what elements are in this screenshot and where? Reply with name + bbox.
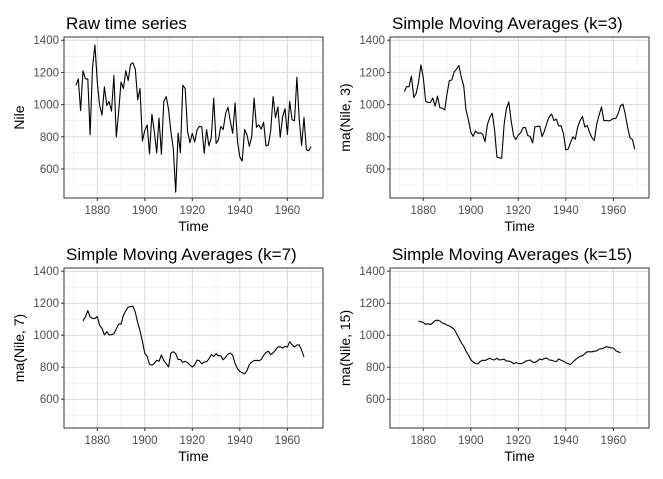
- x-tick-label: 1920: [180, 435, 206, 447]
- series-line-1: [75, 44, 312, 193]
- y-tick-label: 800: [366, 132, 385, 144]
- x-tick-label: 1880: [410, 435, 436, 447]
- x-tick-label: 1880: [410, 205, 436, 217]
- y-axis-title: ma(Nile, 7): [11, 314, 27, 382]
- y-tick-label: 600: [366, 394, 385, 406]
- chart-title: Simple Moving Averages (k=7): [66, 245, 297, 264]
- x-tick-label: 1960: [275, 205, 301, 217]
- chart-panel-4: 1880 1900 1920 1940 1960 600 800 1000 1200 1400 Si…: [337, 245, 650, 464]
- plot-background: [390, 268, 649, 428]
- y-tick-label: 1000: [33, 330, 59, 342]
- x-tick-label: 1900: [132, 205, 158, 217]
- plot-background: [64, 37, 323, 198]
- chart-title: Raw time series: [66, 14, 187, 33]
- y-axis-title: Nile: [11, 105, 27, 129]
- y-tick-label: 1400: [33, 266, 59, 278]
- y-tick-label: 600: [40, 394, 59, 406]
- y-tick-label: 800: [40, 362, 59, 374]
- y-tick-label: 800: [40, 132, 59, 144]
- x-tick-label: 1920: [506, 205, 532, 217]
- y-tick-label: 1000: [33, 100, 59, 112]
- x-tick-label: 1940: [553, 435, 579, 447]
- chart-panel-1: 1880 1900 1920 1940 1960 600 800 1000 1200 1400 Ra…: [11, 14, 324, 234]
- x-tick-label: 1960: [601, 435, 627, 447]
- y-tick-label: 800: [366, 362, 385, 374]
- x-tick-label: 1940: [227, 435, 253, 447]
- series-line-1: [418, 319, 621, 366]
- x-tick-label: 1920: [180, 205, 206, 217]
- series-line-1: [82, 305, 305, 375]
- x-axis-title: Time: [178, 448, 209, 464]
- y-tick-label: 1200: [359, 298, 385, 310]
- chart-title: Simple Moving Averages (k=3): [392, 14, 623, 33]
- x-axis-title: Time: [504, 448, 535, 464]
- y-tick-label: 600: [40, 164, 59, 176]
- y-tick-label: 1000: [359, 100, 385, 112]
- chart-panel-2: 1880 1900 1920 1940 1960 600 800 1000 1200 1400 Si…: [337, 14, 650, 234]
- x-tick-label: 1920: [506, 435, 532, 447]
- plot-border: [389, 267, 650, 429]
- x-tick-label: 1900: [132, 435, 158, 447]
- series-line-1: [403, 64, 636, 159]
- y-tick-label: 1400: [33, 35, 59, 47]
- y-tick-label: 1400: [359, 35, 385, 47]
- y-tick-label: 1400: [359, 266, 385, 278]
- chart-title: Simple Moving Averages (k=15): [392, 245, 632, 264]
- plot-border: [63, 36, 324, 199]
- x-tick-label: 1940: [553, 205, 579, 217]
- x-tick-label: 1900: [458, 205, 484, 217]
- y-tick-label: 1200: [33, 67, 59, 79]
- y-tick-label: 1000: [359, 330, 385, 342]
- y-tick-label: 600: [366, 164, 385, 176]
- chart-panel-3: 1880 1900 1920 1940 1960 600 800 1000 1200 1400 Si…: [11, 245, 324, 464]
- x-axis-title: Time: [504, 218, 535, 234]
- plot-border: [63, 267, 324, 429]
- x-tick-label: 1940: [227, 205, 253, 217]
- plot-background: [390, 37, 649, 198]
- x-tick-label: 1900: [458, 435, 484, 447]
- x-tick-label: 1880: [84, 435, 110, 447]
- x-tick-label: 1960: [601, 205, 627, 217]
- y-axis-title: ma(Nile, 3): [337, 83, 353, 151]
- y-tick-label: 1200: [359, 67, 385, 79]
- y-axis-title: ma(Nile, 15): [337, 310, 353, 386]
- plot-background: [64, 268, 323, 428]
- x-tick-label: 1880: [84, 205, 110, 217]
- plot-border: [389, 36, 650, 199]
- x-tick-label: 1960: [275, 435, 301, 447]
- x-axis-title: Time: [178, 218, 209, 234]
- y-tick-label: 1200: [33, 298, 59, 310]
